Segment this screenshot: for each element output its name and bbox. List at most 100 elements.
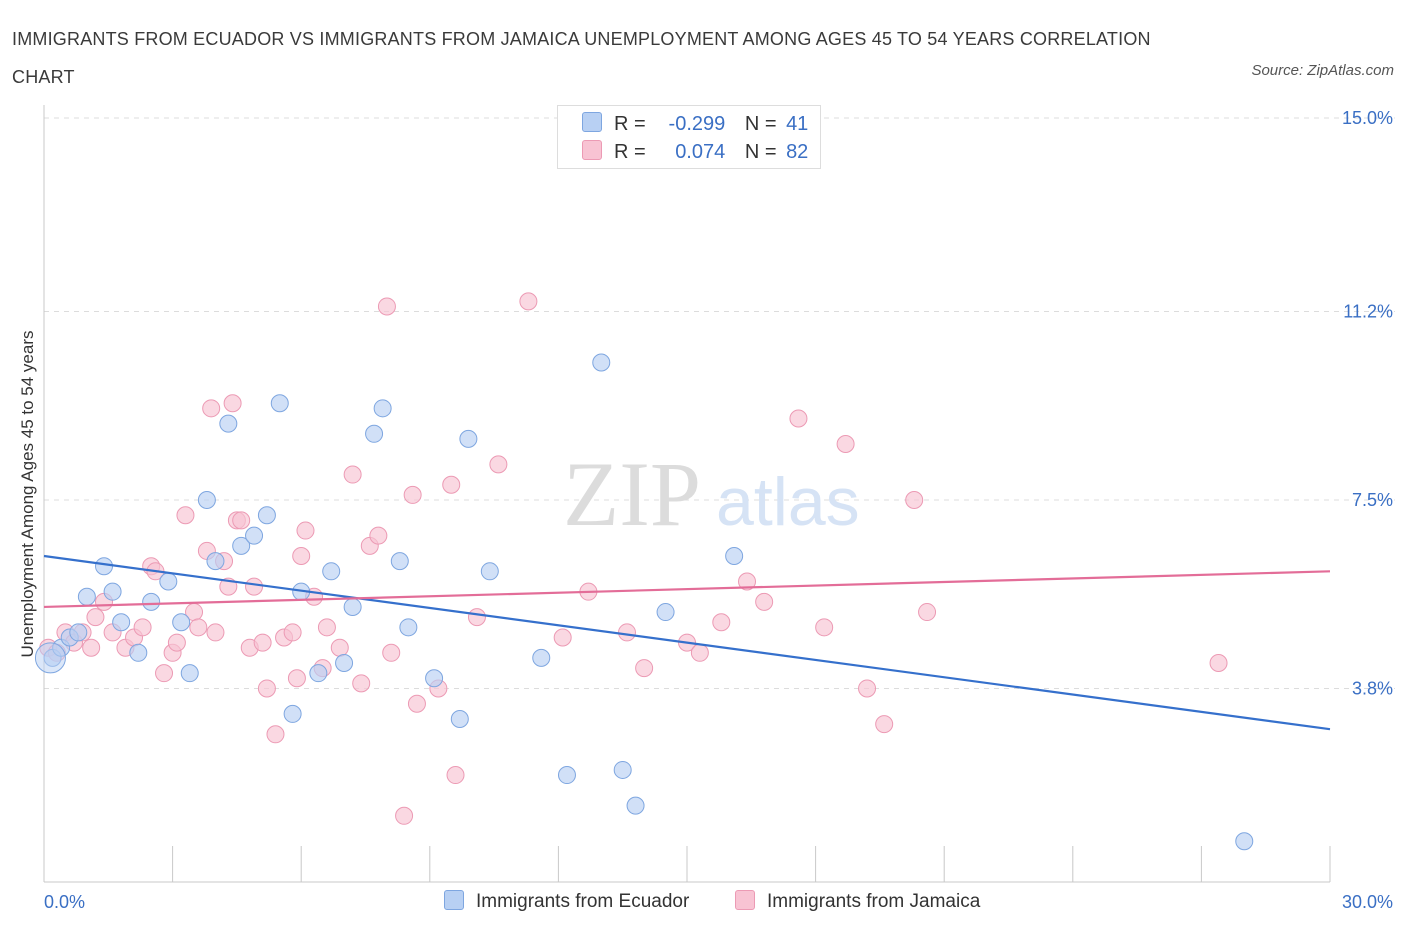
- jamaica-point: [467, 608, 486, 627]
- jamaica-point: [918, 603, 937, 622]
- jamaica-point: [223, 394, 242, 413]
- jamaica-point: [167, 633, 186, 652]
- jamaica-point: [189, 618, 208, 637]
- jamaica-point: [755, 592, 774, 611]
- jamaica-point: [442, 475, 461, 494]
- jamaica-point: [232, 511, 251, 530]
- ecuador-point: [557, 766, 576, 785]
- jamaica-point: [815, 618, 834, 637]
- jamaica-swatch: [735, 890, 755, 910]
- legend-item-ecuador: Immigrants from Ecuador: [444, 890, 689, 913]
- jamaica-point: [283, 623, 302, 642]
- jamaica-point: [875, 715, 894, 734]
- ecuador-trend-line: [43, 554, 1331, 731]
- jamaica-point: [690, 643, 709, 662]
- ecuador-point: [112, 613, 131, 632]
- jamaica-point: [789, 409, 808, 428]
- ecuador-point: [450, 710, 469, 729]
- jamaica-point: [369, 526, 388, 545]
- n-label: N =: [744, 113, 777, 135]
- r-value: -0.299: [668, 113, 726, 135]
- ecuador-point: [283, 704, 302, 723]
- jamaica-point: [446, 766, 465, 785]
- jamaica-point: [377, 297, 396, 316]
- ecuador-point: [390, 552, 409, 571]
- jamaica-point: [206, 623, 225, 642]
- axes: [43, 105, 1331, 883]
- r-label: R =: [614, 113, 646, 135]
- ecuador-point: [399, 618, 418, 637]
- ecuador-point: [532, 648, 551, 667]
- jamaica-point: [296, 521, 315, 540]
- tick-labels: 3.8% 7.5% 11.2% 15.0% 0.0% 30.0%: [44, 108, 1393, 912]
- jamaica-point: [245, 577, 264, 596]
- ecuador-point: [172, 613, 191, 632]
- jamaica-point: [407, 694, 426, 713]
- ecuador-point: [480, 562, 499, 581]
- ecuador-point: [425, 669, 444, 688]
- jamaica-point: [712, 613, 731, 632]
- ecuador-point: [77, 587, 96, 606]
- ecuador-point: [245, 526, 264, 545]
- ecuador-point: [322, 562, 341, 581]
- ecuador-point: [219, 414, 238, 433]
- jamaica-point: [1209, 653, 1228, 672]
- jamaica-point: [133, 618, 152, 637]
- ecuador-swatch: [444, 890, 464, 910]
- jamaica-point: [519, 292, 538, 311]
- ecuador-point: [95, 557, 114, 576]
- n-value: 82: [786, 141, 809, 163]
- ecuador-point: [159, 572, 178, 591]
- correlation-legend: R = -0.299 N = 41 R = 0.074 N = 82: [557, 105, 821, 169]
- jamaica-point: [489, 455, 508, 474]
- ecuador-point: [270, 394, 289, 413]
- jamaica-point: [176, 506, 195, 525]
- ecuador-point: [365, 424, 384, 443]
- ecuador-point: [232, 536, 251, 555]
- jamaica-point: [836, 434, 855, 453]
- jamaica-point: [553, 628, 572, 647]
- jamaica-point: [202, 399, 221, 418]
- ecuador-cluster-point: [34, 642, 66, 674]
- jamaica-point: [317, 618, 336, 637]
- jamaica-point: [257, 679, 276, 698]
- y-tick-label: 7.5%: [1352, 490, 1393, 510]
- ecuador-point: [592, 353, 611, 372]
- n-label: N =: [744, 141, 777, 163]
- y-tick-label: 11.2%: [1343, 302, 1393, 322]
- ecuador-point: [206, 552, 225, 571]
- ecuador-point: [142, 592, 161, 611]
- trend-lines: [43, 554, 1331, 731]
- jamaica-point: [905, 491, 924, 509]
- ecuador-point: [309, 664, 328, 683]
- ecuador-point: [335, 653, 354, 672]
- r-label: R =: [614, 141, 646, 163]
- legend-label: Immigrants from Ecuador: [476, 891, 690, 912]
- ecuador-point: [459, 429, 478, 448]
- ecuador-point: [257, 506, 276, 525]
- ecuador-point: [343, 597, 362, 616]
- series-ecuador-points: [34, 353, 1254, 851]
- legend-item-jamaica: Immigrants from Jamaica: [735, 890, 980, 913]
- jamaica-point: [292, 547, 311, 566]
- ecuador-point: [656, 603, 675, 622]
- ecuador-point: [1235, 832, 1254, 851]
- ecuador-point: [613, 760, 632, 779]
- jamaica-point: [617, 623, 636, 642]
- grid-lines: [44, 117, 1395, 689]
- chart-title: IMMIGRANTS FROM ECUADOR VS IMMIGRANTS FR…: [12, 29, 1151, 87]
- y-tick-label: 15.0%: [1342, 108, 1393, 128]
- ecuador-point: [725, 547, 744, 566]
- n-value: 41: [786, 113, 809, 135]
- r-value: 0.074: [675, 141, 726, 163]
- jamaica-point: [330, 638, 349, 657]
- ecuador-swatch: [582, 112, 602, 132]
- watermark-zip: ZIP: [563, 443, 701, 545]
- legend-label: Immigrants from Jamaica: [767, 891, 981, 912]
- jamaica-point: [858, 679, 877, 698]
- watermark-atlas: atlas: [716, 464, 860, 540]
- x-tick-label: 30.0%: [1342, 892, 1393, 912]
- jamaica-point: [635, 659, 654, 678]
- ecuador-point: [180, 664, 199, 683]
